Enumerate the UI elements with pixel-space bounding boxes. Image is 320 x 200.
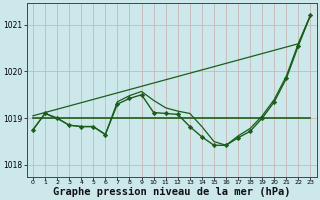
- X-axis label: Graphe pression niveau de la mer (hPa): Graphe pression niveau de la mer (hPa): [53, 186, 291, 197]
